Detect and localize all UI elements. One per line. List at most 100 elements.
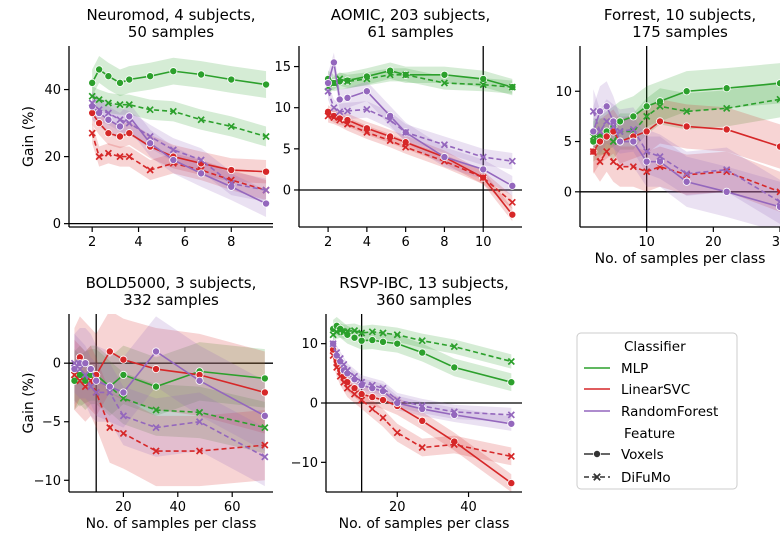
subplot-1-y-tick-label-10: 10 xyxy=(274,101,291,116)
subplot-2-randomforest-voxels-point-7 xyxy=(656,157,665,166)
subplot-3-band-randomforest-difumo xyxy=(74,333,265,487)
subplot-1-linearsvc-difumo-line xyxy=(327,115,513,203)
subplot-2-linearsvc-voxels-point-7 xyxy=(656,117,665,126)
legend-classifier-title: Classifier xyxy=(624,339,686,355)
subplot-0-mlp-difumo-point-7 xyxy=(197,116,205,124)
subplot-1-mlp-difumo-point-7 xyxy=(440,79,449,87)
subplot-1-linearsvc-voxels-point-9 xyxy=(508,210,517,219)
subplot-4-linearsvc-difumo-point-11 xyxy=(450,440,458,449)
subplot-2-linearsvc-difumo-point-5 xyxy=(629,163,637,171)
legend-difumo-label: DiFuMo xyxy=(621,470,671,486)
subplot-2-linearsvc-difumo-point-9 xyxy=(723,168,731,176)
subplot-3-randomforest-voxels-point-7 xyxy=(152,347,161,356)
subplot-4-linearsvc-difumo-point-12 xyxy=(507,452,515,461)
subplot-2-title-line-1: 175 samples xyxy=(632,23,728,41)
subplot-1-x-tick-label-4: 4 xyxy=(363,235,371,250)
subplot-4-linearsvc-difumo-point-9 xyxy=(393,429,401,437)
subplot-0-randomforest-difumo-point-8 xyxy=(227,179,235,188)
subplot-0-linearsvc-voxels-point-1 xyxy=(95,119,104,128)
subplot-0-randomforest-voxels-point-5 xyxy=(146,139,155,148)
subplot-2-band-randomforest-voxels xyxy=(593,81,780,227)
subplot-2-randomforest-voxels-point-9 xyxy=(722,187,731,196)
subplot-2-mlp-difumo-point-7 xyxy=(656,102,664,110)
subplot-2-linearsvc-voxels-point-2 xyxy=(602,132,611,141)
subplot-0-band-linearsvc-voxels xyxy=(92,101,267,184)
subplot-1-band-mlp-voxels xyxy=(328,62,513,96)
subplot-0-randomforest-voxels-point-2 xyxy=(104,115,113,124)
subplot-4-mlp-voxels-point-10 xyxy=(418,348,427,357)
subplot-3-linearsvc-difumo-point-8 xyxy=(195,447,204,455)
subplot-0-band-randomforest-difumo xyxy=(92,91,267,202)
subplot-1-randomforest-voxels-point-2 xyxy=(335,95,344,104)
subplot-2-randomforest-voxels-point-6 xyxy=(642,157,651,166)
subplot-4-plot-area xyxy=(326,314,522,492)
subplot-4-randomforest-difumo-point-2 xyxy=(336,354,344,363)
subplot-0-randomforest-voxels-point-4 xyxy=(125,112,134,121)
subplot-3-randomforest-voxels-point-0 xyxy=(70,365,79,374)
subplot-4-randomforest-difumo-point-11 xyxy=(450,408,458,416)
subplot-2-mlp-difumo-point-6 xyxy=(643,112,651,120)
subplot-2-mlp-voxels-point-10 xyxy=(776,79,780,88)
subplot-4-linearsvc-difumo-point-1 xyxy=(333,363,341,372)
subplot-2-mlp-voxels-point-4 xyxy=(616,117,625,126)
subplot-4-x-label: No. of samples per class xyxy=(339,516,510,532)
subplot-1-randomforest-difumo-point-1 xyxy=(330,104,338,112)
subplot-4-mlp-voxels-point-8 xyxy=(379,337,388,346)
subplot-4-title-line-1: 360 samples xyxy=(376,291,472,309)
legend-frame xyxy=(576,332,738,490)
subplot-0-linearsvc-voxels-point-0 xyxy=(88,109,97,118)
subplot-3-title-line-1: 332 samples xyxy=(123,291,219,309)
subplot-0-x-tick-label-4: 4 xyxy=(134,235,142,250)
subplot-2-randomforest-difumo-point-10 xyxy=(776,198,780,206)
subplot-1-randomforest-voxels-point-3 xyxy=(343,93,352,102)
subplot-1-x-tick-label-2: 2 xyxy=(324,235,332,250)
subplot-4-linearsvc-voxels-point-7 xyxy=(368,393,377,402)
subplot-0-linearsvc-difumo-point-4 xyxy=(125,153,133,161)
subplot-4-randomforest-difumo-point-9 xyxy=(393,396,401,404)
subplot-3-linearsvc-voxels-point-9 xyxy=(260,388,269,397)
subplot-3-randomforest-voxels-point-9 xyxy=(260,411,269,420)
subplot-2-mlp-voxels-point-5 xyxy=(629,112,638,121)
subplot-4-band-linearsvc-voxels xyxy=(333,340,512,492)
subplot-4-mlp-difumo-point-11 xyxy=(450,343,458,351)
subplot-4-linearsvc-difumo-point-2 xyxy=(336,372,344,380)
subplot-2-x-label: No. of samples per class xyxy=(595,251,766,267)
subplot-0-mlp-voxels-point-7 xyxy=(197,70,206,79)
subplot-3-mlp-voxels-point-7 xyxy=(152,382,161,391)
subplot-0-mlp-voxels-point-8 xyxy=(227,75,236,84)
subplot-0-randomforest-difumo-point-7 xyxy=(197,156,205,164)
subplot-4-mlp-voxels-point-9 xyxy=(393,339,402,348)
subplot-1-randomforest-voxels-point-8 xyxy=(479,165,488,174)
subplot-0-linearsvc-voxels-point-8 xyxy=(227,166,236,175)
subplot-0-linearsvc-difumo-point-3 xyxy=(116,153,124,161)
subplot-3-randomforest-voxels-point-5 xyxy=(105,382,114,391)
subplot-0-linearsvc-voxels-point-4 xyxy=(125,129,134,138)
subplot-2-randomforest-difumo-point-8 xyxy=(683,170,691,178)
subplot-1-mlp-difumo-point-3 xyxy=(343,77,352,85)
subplot-4-linearsvc-difumo-point-3 xyxy=(340,378,348,386)
subplot-2-x-tick-label-30: 30 xyxy=(772,235,780,250)
subplot-1-title-line-0: AOMIC, 203 subjects, xyxy=(331,6,491,24)
subplot-2-randomforest-voxels-point-4 xyxy=(616,137,625,146)
subplot-1-mlp-difumo-point-9 xyxy=(508,83,516,91)
subplot-4-x-tick-label-20: 20 xyxy=(389,500,406,515)
subplot-0-mlp-voxels-point-9 xyxy=(262,80,271,89)
subplot-1-y-tick-label-5: 5 xyxy=(283,142,291,157)
legend-randomforest-label: RandomForest xyxy=(621,404,718,420)
subplot-4-randomforest-difumo-point-0 xyxy=(329,340,337,348)
subplot-0-linearsvc-voxels-line xyxy=(91,112,267,173)
subplot-2-mlp-voxels-point-7 xyxy=(656,97,665,106)
subplot-1-linearsvc-difumo-point-1 xyxy=(330,113,338,122)
subplot-0-randomforest-voxels-line xyxy=(91,105,267,205)
subplot-3: BOLD5000, 3 subjects,332 samples 20 40 60 −1… xyxy=(21,274,273,532)
subplot-3-linearsvc-voxels-point-6 xyxy=(119,355,128,364)
subplot-4-mlp-difumo-point-12 xyxy=(507,357,515,366)
subplot-1-linearsvc-difumo-point-4 xyxy=(363,128,371,136)
subplot-0-plot-area xyxy=(69,56,273,225)
subplot-2-randomforest-voxels-point-5 xyxy=(629,137,638,146)
subplot-1-linearsvc-difumo-point-3 xyxy=(343,120,352,128)
legend-voxels-marker xyxy=(593,449,602,458)
subplot-0-band-linearsvc-difumo xyxy=(92,123,267,201)
subplot-3-mlp-difumo-point-8 xyxy=(195,408,204,416)
subplot-2-mlp-difumo-point-10 xyxy=(776,95,780,103)
